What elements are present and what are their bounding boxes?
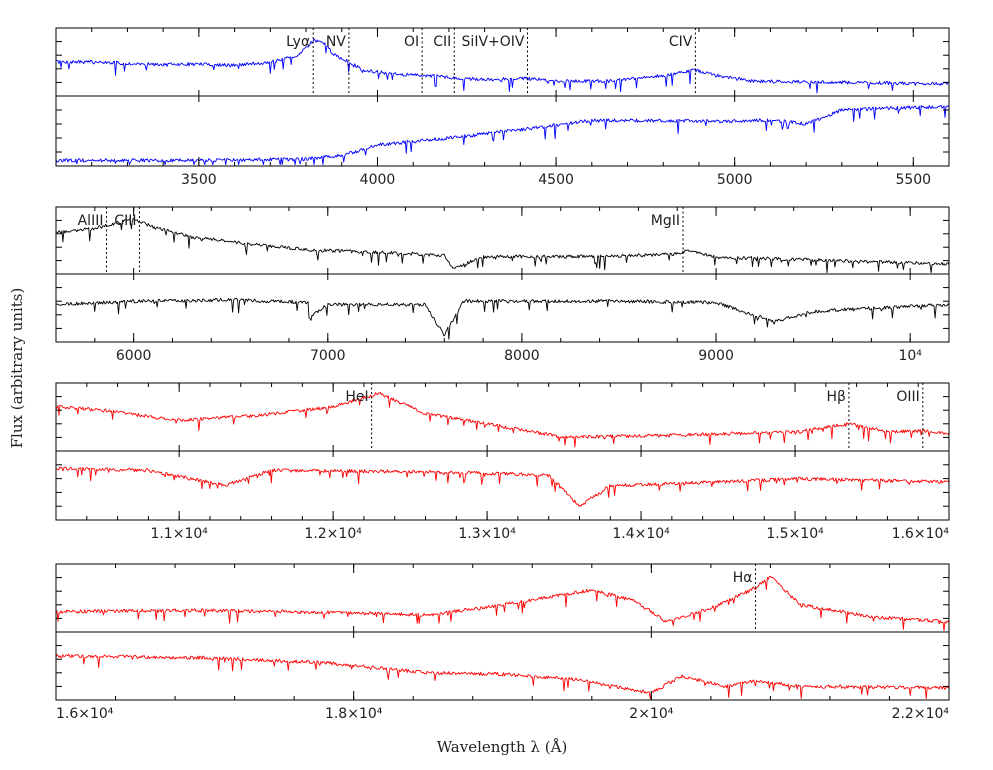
x-tick-label: 9000 bbox=[698, 348, 734, 364]
panel-1: 3500 4000 4500 5000 5500 Lyα NV OI CII SiIV+OIV CI… bbox=[55, 27, 950, 188]
line-label: CII bbox=[433, 34, 451, 50]
panel-3: 1.1×10⁴ 1.2×10⁴ 1.3×10⁴ 1.4×10⁴ 1.5×10⁴ 1.6×1… bbox=[55, 382, 950, 542]
x-tick-label: 1.1×10⁴ bbox=[150, 526, 208, 542]
x-tick-label: 5000 bbox=[717, 172, 753, 188]
line-label: Lyα bbox=[286, 34, 310, 50]
line-label: NV bbox=[326, 34, 346, 50]
x-tick-label: 4000 bbox=[360, 172, 396, 188]
spectrum-trace-1 bbox=[55, 575, 950, 632]
panel-2: 6000 7000 8000 9000 10⁴ AlIII CIII MgII bbox=[55, 206, 950, 364]
x-tick-label: 2.2×10⁴ bbox=[892, 706, 950, 722]
y-axis-label: Flux (arbitrary units) bbox=[8, 288, 26, 449]
x-tick-label: 1.6×10⁴ bbox=[892, 526, 950, 542]
x-tick-label: 8000 bbox=[504, 348, 540, 364]
line-label: OIII bbox=[896, 389, 919, 405]
panel-frame bbox=[55, 27, 950, 167]
line-label: SiIV+OIV bbox=[462, 34, 525, 50]
x-tick-label: 1.2×10⁴ bbox=[304, 526, 362, 542]
x-tick-label: 1.6×10⁴ bbox=[56, 706, 114, 722]
x-tick-label: 6000 bbox=[116, 348, 152, 364]
x-tick-label: 2×10⁴ bbox=[629, 706, 673, 722]
x-tick-label: 4500 bbox=[538, 172, 574, 188]
x-tick-label: 10⁴ bbox=[898, 348, 922, 364]
x-tick-label: 1.8×10⁴ bbox=[325, 706, 383, 722]
line-label: AlIII bbox=[78, 213, 104, 229]
x-tick-label: 1.3×10⁴ bbox=[458, 526, 516, 542]
line-label: MgII bbox=[651, 213, 680, 229]
spectrum-trace-2 bbox=[55, 297, 950, 340]
panels: 3500 4000 4500 5000 5500 Lyα NV OI CII SiIV+OIV CI… bbox=[55, 27, 950, 722]
x-tick-label: 5500 bbox=[895, 172, 931, 188]
spectrum-trace-2 bbox=[55, 466, 950, 507]
x-axis-label: Wavelength λ (Å) bbox=[437, 738, 568, 756]
x-tick-label: 3500 bbox=[181, 172, 217, 188]
x-tick-label: 1.4×10⁴ bbox=[612, 526, 670, 542]
spectrum-trace-1 bbox=[55, 38, 950, 94]
line-label: Hβ bbox=[826, 389, 845, 405]
line-label: OI bbox=[404, 34, 419, 50]
spectrum-trace-2 bbox=[55, 104, 950, 166]
spectrum-trace-2 bbox=[55, 653, 950, 700]
x-tick-label: 1.5×10⁴ bbox=[766, 526, 824, 542]
line-label: CIV bbox=[669, 34, 693, 50]
line-label: Hα bbox=[733, 570, 753, 586]
line-label: HeI bbox=[345, 389, 368, 405]
line-label: CIII bbox=[114, 213, 136, 229]
x-tick-label: 7000 bbox=[310, 348, 346, 364]
spectrum-trace-1 bbox=[55, 391, 950, 448]
panel-4: 1.6×10⁴ 1.8×10⁴ 2×10⁴ 2.2×10⁴ Hα bbox=[55, 563, 950, 722]
spectrum-trace-1 bbox=[55, 217, 950, 274]
